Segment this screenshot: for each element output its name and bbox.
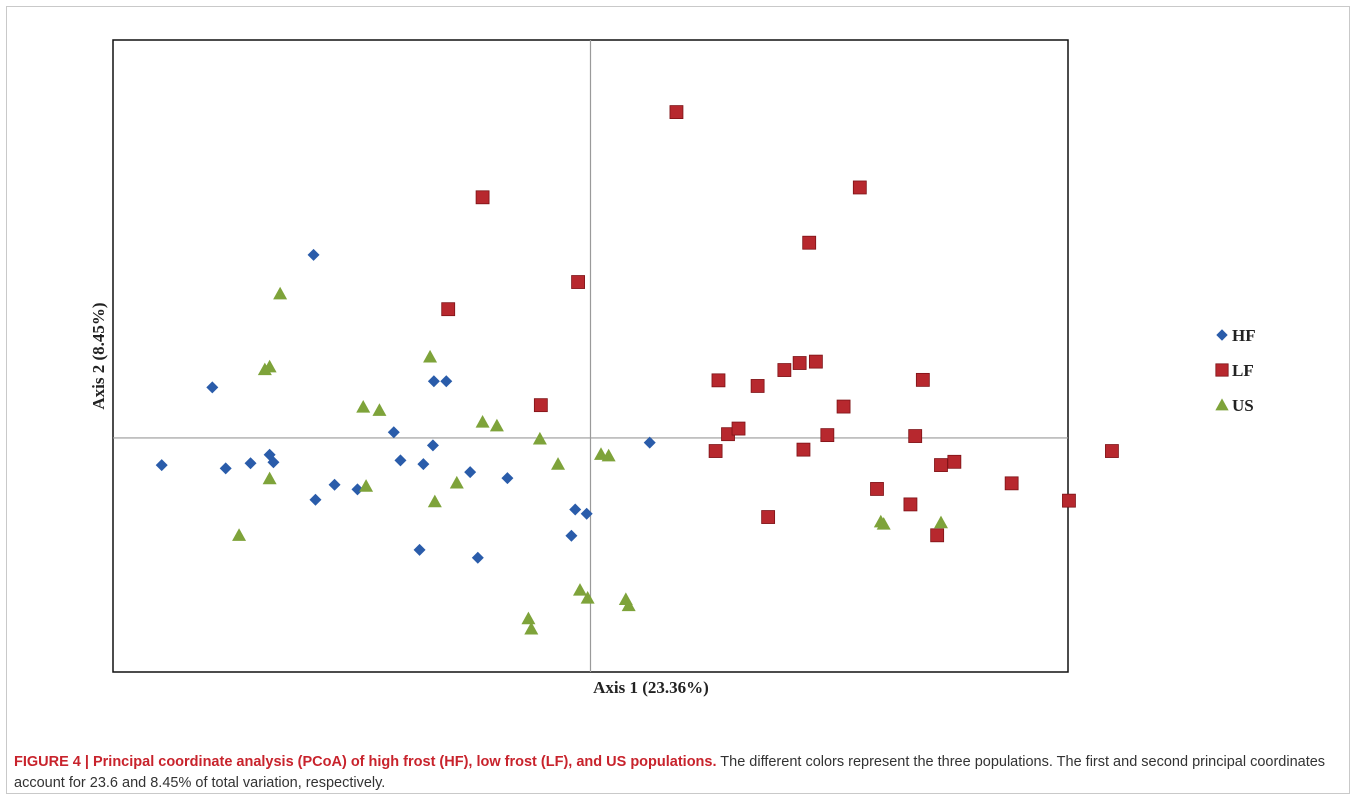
point-lf-3 [441, 302, 456, 317]
point-lf-17 [820, 428, 835, 443]
point-us-2 [262, 359, 277, 373]
point-us-16 [232, 528, 247, 541]
point-us-19 [572, 583, 587, 596]
legend-label-us: US [1232, 396, 1254, 415]
point-hf-23 [643, 436, 656, 449]
point-hf-13 [417, 458, 430, 471]
point-hf-11 [394, 454, 407, 467]
point-lf-0 [669, 105, 684, 119]
point-us-25 [933, 515, 948, 529]
point-hf-1 [206, 381, 219, 394]
point-lf-24 [761, 510, 776, 524]
point-lf-21 [947, 454, 962, 469]
point-us-13 [359, 479, 374, 492]
point-us-12 [262, 471, 277, 485]
point-hf-3 [244, 457, 257, 470]
point-hf-8 [328, 478, 341, 491]
point-us-9 [551, 457, 566, 470]
point-lf-9 [777, 363, 792, 377]
point-lf-5 [852, 180, 867, 195]
point-hf-14 [426, 439, 439, 452]
point-us-24 [876, 517, 891, 530]
point-lf-14 [836, 399, 851, 414]
point-lf-1 [475, 190, 490, 205]
point-lf-22 [870, 482, 884, 496]
point-hf-9 [351, 483, 364, 496]
point-hf-12 [413, 543, 426, 556]
point-us-14 [449, 475, 464, 489]
point-hf-7 [309, 493, 322, 506]
point-hf-15 [427, 375, 440, 388]
point-hf-5 [267, 456, 280, 469]
point-lf-13 [731, 421, 746, 436]
caption-text: The different colors represent the three… [14, 754, 1326, 791]
point-lf-18 [915, 372, 930, 387]
point-lf-16 [796, 442, 811, 457]
point-lf-27 [1105, 444, 1119, 458]
point-hf-20 [565, 529, 578, 542]
point-lf-7 [711, 373, 726, 388]
x-axis-title: Axis 1 (23.36%) [593, 678, 709, 697]
legend: HF LF US [1215, 326, 1256, 415]
y-axis-title: Axis 2 (8.45%) [89, 302, 108, 409]
point-us-15 [427, 494, 442, 508]
point-hf-10 [387, 426, 400, 439]
point-us-17 [521, 611, 536, 625]
point-lf-10 [792, 356, 807, 370]
point-us-6 [475, 415, 490, 428]
point-lf-15 [708, 444, 723, 458]
data-points [155, 105, 1119, 635]
point-lf-2 [571, 275, 585, 289]
point-hf-16 [440, 375, 453, 388]
figure-caption: FIGURE 4 | Principal coordinate analysis… [14, 752, 1344, 794]
point-hf-6 [307, 248, 320, 261]
point-lf-26 [1004, 476, 1019, 491]
point-us-3 [423, 349, 438, 363]
point-hf-0 [155, 459, 168, 472]
point-hf-19 [501, 472, 514, 485]
point-lf-28 [1062, 493, 1076, 508]
point-hf-22 [580, 507, 593, 520]
legend-marker-hf [1216, 329, 1228, 341]
point-lf-11 [808, 354, 823, 369]
legend-marker-lf [1215, 363, 1229, 377]
point-lf-23 [903, 497, 918, 512]
legend-label-hf: HF [1232, 326, 1256, 345]
point-hf-17 [464, 466, 477, 479]
point-lf-19 [908, 429, 923, 443]
point-hf-2 [219, 462, 232, 475]
point-lf-25 [930, 528, 945, 543]
point-us-4 [356, 400, 371, 413]
point-us-20 [580, 591, 595, 604]
point-lf-20 [934, 458, 948, 472]
point-lf-8 [750, 379, 765, 393]
point-us-11 [601, 448, 616, 462]
point-us-0 [273, 286, 288, 300]
point-lf-4 [533, 398, 548, 413]
point-us-22 [621, 598, 636, 612]
point-hf-21 [569, 503, 582, 516]
point-us-5 [372, 403, 387, 416]
legend-label-lf: LF [1232, 361, 1254, 380]
pcoa-scatter-chart: Axis 1 (23.36%) Axis 2 (8.45%) HF LF US [89, 39, 1256, 697]
caption-title: FIGURE 4 | Principal coordinate analysis… [14, 754, 717, 770]
point-us-18 [524, 621, 539, 635]
point-us-7 [489, 418, 504, 432]
point-lf-6 [802, 235, 817, 250]
legend-marker-us [1215, 398, 1229, 411]
point-hf-18 [471, 551, 484, 564]
point-us-8 [532, 431, 547, 445]
